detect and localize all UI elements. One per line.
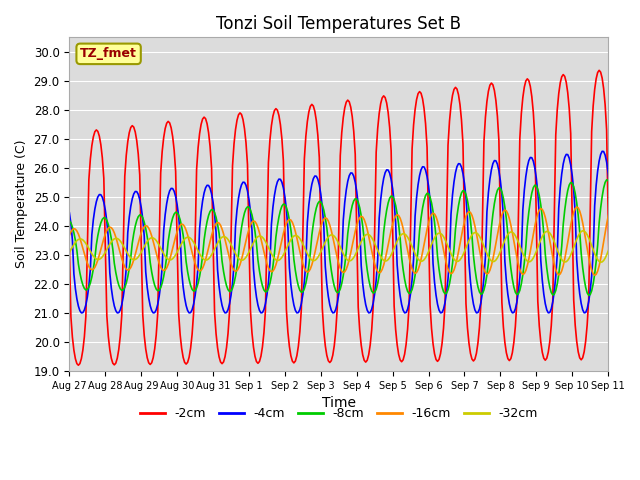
- -2cm: [621, 296, 628, 301]
- -32cm: [597, 259, 605, 265]
- -2cm: [138, 242, 145, 248]
- -4cm: [77, 310, 85, 316]
- -16cm: [609, 203, 616, 208]
- -2cm: [612, 355, 620, 360]
- -32cm: [621, 235, 628, 240]
- -2cm: [254, 360, 262, 366]
- -4cm: [65, 210, 73, 216]
- Title: Tonzi Soil Temperatures Set B: Tonzi Soil Temperatures Set B: [216, 15, 461, 33]
- -16cm: [591, 272, 598, 278]
- -32cm: [136, 252, 143, 258]
- -16cm: [157, 264, 164, 270]
- -2cm: [350, 128, 358, 134]
- -32cm: [253, 235, 260, 241]
- -16cm: [65, 232, 73, 238]
- -32cm: [348, 257, 356, 263]
- -4cm: [598, 148, 606, 154]
- -4cm: [621, 299, 628, 304]
- -8cm: [611, 211, 618, 216]
- -2cm: [595, 68, 603, 73]
- Y-axis label: Soil Temperature (C): Soil Temperature (C): [15, 140, 28, 268]
- -8cm: [348, 203, 356, 208]
- -4cm: [254, 302, 262, 308]
- -8cm: [253, 241, 260, 247]
- -4cm: [350, 173, 358, 179]
- -16cm: [472, 231, 480, 237]
- Text: TZ_fmet: TZ_fmet: [80, 48, 137, 60]
- -32cm: [65, 250, 73, 255]
- -32cm: [611, 233, 618, 239]
- -4cm: [612, 290, 620, 296]
- -8cm: [157, 285, 164, 290]
- -16cm: [348, 243, 356, 249]
- -16cm: [621, 254, 628, 260]
- -4cm: [138, 204, 145, 210]
- -16cm: [136, 235, 143, 240]
- -8cm: [136, 212, 143, 218]
- -2cm: [158, 149, 166, 155]
- -4cm: [158, 264, 166, 270]
- -16cm: [612, 206, 620, 212]
- -8cm: [603, 177, 611, 183]
- Line: -16cm: -16cm: [69, 205, 625, 275]
- -2cm: [65, 246, 73, 252]
- Line: -8cm: -8cm: [69, 180, 625, 296]
- -8cm: [472, 276, 480, 282]
- -16cm: [253, 221, 260, 227]
- -8cm: [65, 218, 73, 224]
- Line: -4cm: -4cm: [69, 151, 625, 313]
- -32cm: [472, 230, 480, 236]
- -4cm: [474, 310, 482, 315]
- -8cm: [621, 293, 628, 299]
- Legend: -2cm, -4cm, -8cm, -16cm, -32cm: -2cm, -4cm, -8cm, -16cm, -32cm: [134, 402, 543, 425]
- -2cm: [474, 340, 482, 346]
- -32cm: [157, 245, 164, 251]
- -32cm: [615, 228, 623, 233]
- -2cm: [74, 362, 82, 368]
- X-axis label: Time: Time: [322, 396, 356, 410]
- Line: -2cm: -2cm: [69, 71, 625, 365]
- Line: -32cm: -32cm: [69, 230, 625, 262]
